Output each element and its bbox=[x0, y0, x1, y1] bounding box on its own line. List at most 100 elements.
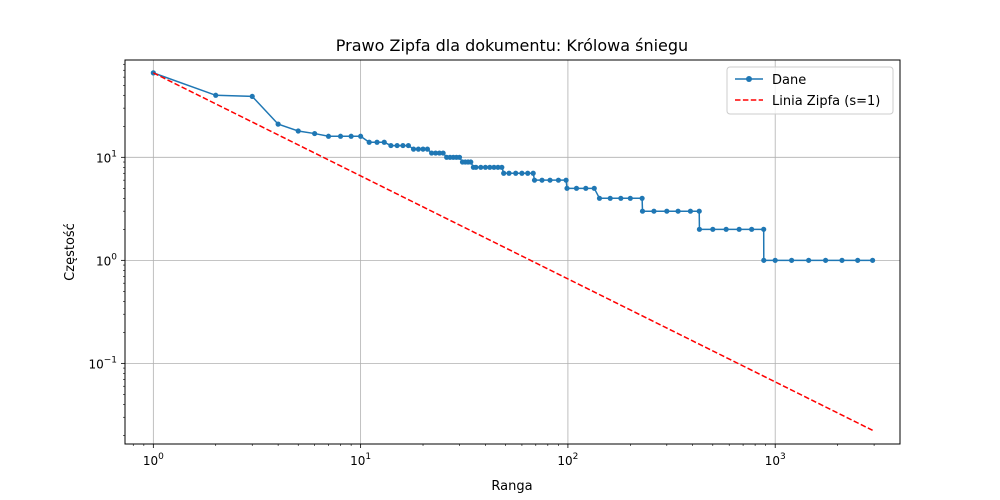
data-point bbox=[519, 170, 525, 176]
data-point bbox=[555, 177, 562, 183]
data-point bbox=[295, 128, 301, 134]
y-tick-base: 10 bbox=[96, 151, 111, 165]
data-point bbox=[436, 150, 443, 156]
data-point bbox=[440, 150, 446, 156]
data-point bbox=[374, 139, 380, 145]
data-point bbox=[736, 226, 742, 232]
data-point bbox=[539, 177, 545, 183]
plot-area bbox=[150, 70, 876, 431]
data-point bbox=[573, 185, 580, 191]
legend-box bbox=[726, 66, 894, 115]
data-point bbox=[639, 195, 645, 201]
chart-title: Prawo Zipfa dla dokumentu: Królowa śnieg… bbox=[336, 36, 688, 55]
data-point bbox=[596, 195, 603, 201]
y-tick-label: 101 bbox=[96, 149, 117, 165]
legend: Dane Linia Zipfa (s=1) bbox=[726, 66, 894, 115]
data-point bbox=[482, 164, 489, 170]
y-tick-base: 10 bbox=[96, 254, 111, 268]
data-point bbox=[583, 185, 589, 191]
data-point bbox=[491, 164, 497, 170]
x-tick-label: 102 bbox=[557, 452, 578, 468]
data-point bbox=[723, 226, 729, 232]
data-point bbox=[312, 130, 318, 137]
x-axis-label: Ranga bbox=[491, 479, 532, 494]
data-point bbox=[687, 208, 694, 214]
data-point bbox=[358, 133, 364, 139]
data-point bbox=[456, 154, 463, 160]
data-point bbox=[337, 133, 344, 139]
x-tick-base: 10 bbox=[143, 454, 158, 468]
data-point bbox=[420, 146, 426, 152]
legend-marker-dane bbox=[746, 76, 752, 82]
data-point bbox=[530, 170, 536, 176]
data-point bbox=[513, 170, 519, 176]
data-point bbox=[501, 170, 507, 176]
axes-frame bbox=[124, 59, 901, 445]
x-tick-label: 103 bbox=[765, 452, 786, 468]
y-axis-label: Częstość bbox=[63, 223, 78, 281]
grid bbox=[125, 60, 900, 444]
x-tick-base: 10 bbox=[765, 454, 780, 468]
y-tick-exponent: 0 bbox=[111, 252, 117, 262]
data-point bbox=[591, 185, 597, 191]
data-point bbox=[639, 208, 646, 214]
x-tick-exponent: 0 bbox=[158, 452, 164, 462]
data-point bbox=[348, 133, 354, 139]
y-tick-base: 10 bbox=[88, 357, 103, 371]
data-point bbox=[429, 150, 435, 156]
data-point bbox=[806, 257, 812, 263]
x-tick-exponent: 1 bbox=[365, 452, 371, 462]
data-point bbox=[547, 177, 553, 183]
data-point bbox=[627, 195, 633, 201]
data-point bbox=[822, 257, 829, 263]
zipf-reference-line bbox=[152, 72, 873, 431]
data-point bbox=[487, 164, 493, 170]
data-point bbox=[388, 142, 394, 149]
data-point bbox=[495, 164, 501, 170]
data-point bbox=[150, 70, 156, 76]
data-point bbox=[564, 185, 570, 191]
data-point bbox=[433, 150, 439, 156]
data-point bbox=[772, 257, 778, 263]
data-point bbox=[531, 177, 538, 183]
data-point bbox=[249, 93, 255, 100]
y-tick-label: 100 bbox=[96, 252, 117, 268]
data-point bbox=[499, 164, 505, 170]
x-axis-ticks: 100 101 102 103 bbox=[132, 444, 875, 468]
data-point bbox=[839, 257, 845, 263]
y-tick-label: 10−1 bbox=[88, 355, 117, 371]
data-point bbox=[506, 170, 512, 176]
data-point bbox=[855, 257, 861, 263]
data-point bbox=[618, 195, 624, 201]
data-point bbox=[710, 226, 716, 232]
legend-label-dane: Dane bbox=[772, 73, 806, 88]
data-point bbox=[478, 164, 484, 170]
data-point bbox=[607, 195, 613, 201]
data-point bbox=[213, 92, 219, 98]
x-tick-exponent: 2 bbox=[573, 452, 579, 462]
data-point bbox=[525, 170, 531, 176]
data-point bbox=[400, 142, 406, 149]
y-tick-exponent: 1 bbox=[111, 149, 117, 159]
data-point bbox=[563, 177, 569, 183]
data-point bbox=[664, 208, 670, 214]
data-point bbox=[651, 208, 657, 214]
data-point bbox=[473, 164, 479, 170]
data-point bbox=[381, 139, 387, 145]
data-point bbox=[424, 146, 431, 152]
x-tick-base: 10 bbox=[350, 454, 365, 468]
data-point bbox=[749, 226, 755, 232]
x-tick-label: 101 bbox=[350, 452, 371, 468]
y-tick-exponent: −1 bbox=[104, 355, 117, 365]
x-tick-label: 100 bbox=[143, 452, 164, 468]
data-point bbox=[869, 257, 876, 263]
legend-label-zipf-line: Linia Zipfa (s=1) bbox=[772, 94, 880, 109]
data-point bbox=[468, 159, 474, 165]
data-point bbox=[675, 208, 681, 214]
data-point bbox=[761, 257, 767, 263]
data-point bbox=[275, 121, 281, 127]
data-point bbox=[325, 133, 332, 139]
data-point bbox=[366, 139, 372, 145]
